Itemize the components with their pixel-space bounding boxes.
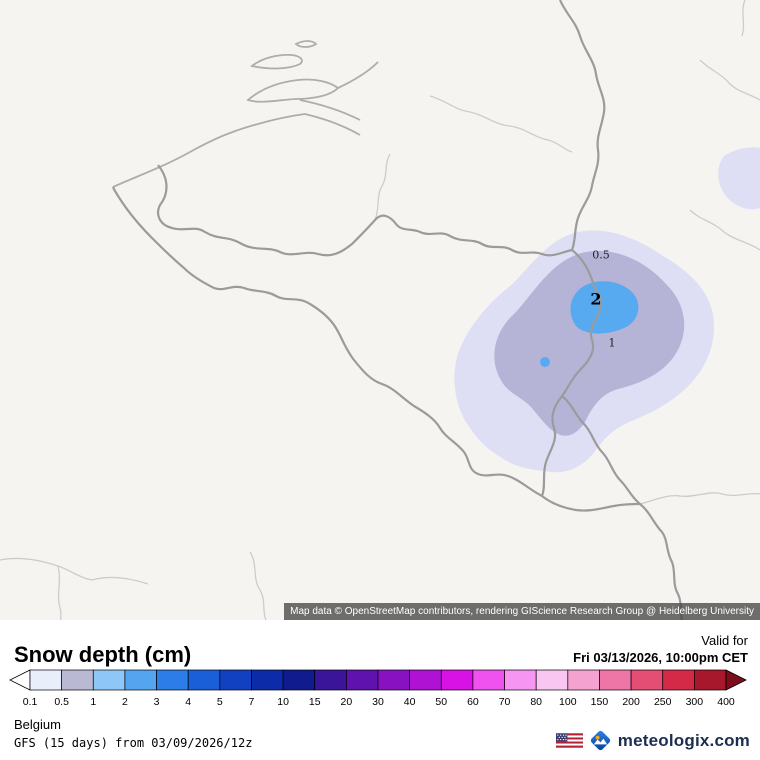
colorbar-segment <box>694 669 727 691</box>
snow-area-blue <box>570 281 639 334</box>
colorbar-segment <box>187 669 221 691</box>
map-attribution: Map data © OpenStreetMap contributors, r… <box>284 603 760 620</box>
colorbar-tick-label: 5 <box>217 696 223 708</box>
colorbar-arrow-left <box>9 669 31 691</box>
colorbar-segment <box>282 669 316 691</box>
model-run-label: GFS (15 days) from 03/09/2026/12z <box>14 736 253 750</box>
legend-panel: Snow depth (cm) Valid for Fri 03/13/2026… <box>0 620 760 760</box>
colorbar-tick-label: 400 <box>717 696 735 708</box>
colorbar-tick-label: 60 <box>467 696 479 708</box>
colorbar-segment <box>409 669 442 691</box>
region-borders <box>0 0 760 620</box>
contour-value-label: 2 <box>590 289 602 309</box>
colorbar-tick-label: 80 <box>530 696 542 708</box>
contour-value-label: 0.5 <box>592 248 610 262</box>
valid-for-label: Valid for <box>701 633 748 648</box>
colorbar-tick-label: 40 <box>404 696 416 708</box>
snow-spot-small <box>540 357 550 367</box>
colorbar-tick-label: 200 <box>622 696 640 708</box>
page-title: Snow depth (cm) <box>14 642 192 667</box>
colorbar-segment <box>61 669 94 691</box>
colorbar-segment <box>599 669 632 691</box>
snow-area-mid <box>494 250 685 436</box>
brand-name[interactable]: meteologix.com <box>617 730 750 750</box>
colorbar-tick-label: 70 <box>499 696 511 708</box>
colorbar-segment <box>630 669 664 691</box>
colorbar-tick-label: 3 <box>154 696 160 708</box>
coastline <box>112 40 379 188</box>
snow-area-top-right <box>718 147 760 210</box>
us-flag-icon <box>555 733 583 748</box>
contour-value-label: 1 <box>608 336 616 350</box>
colorbar: 0.1 0.5 1 2 3 4 5 7 10 15 20 30 40 50 60 70 80 100 150 200 2… <box>9 669 747 708</box>
colorbar-segment <box>535 669 569 691</box>
brand-block[interactable]: meteologix.com <box>555 729 750 752</box>
colorbar-tick-label: 20 <box>341 696 353 708</box>
colorbar-tick-label: 0.5 <box>54 696 69 708</box>
colorbar-tick-label: 250 <box>654 696 672 708</box>
colorbar-tick-label: 50 <box>435 696 447 708</box>
colorbar-segment <box>567 669 600 691</box>
colorbar-segment <box>156 669 189 691</box>
colorbar-segment <box>662 669 695 691</box>
colorbar-segment <box>377 669 410 691</box>
map-canvas: 0.5 2 1 Map data © OpenStreetMap contribut… <box>0 0 760 620</box>
colorbar-tick-label: 15 <box>309 696 321 708</box>
region-label: Belgium <box>14 717 61 732</box>
valid-time: Fri 03/13/2026, 10:00pm CET <box>573 650 748 665</box>
colorbar-segment <box>346 669 379 691</box>
colorbar-tick-label: 1 <box>90 696 96 708</box>
colorbar-segment <box>29 669 62 691</box>
colorbar-tick-label: 150 <box>591 696 609 708</box>
colorbar-tick-label: 300 <box>686 696 704 708</box>
colorbar-arrow-right <box>725 669 747 691</box>
colorbar-segment <box>504 669 537 691</box>
map-svg <box>0 0 760 620</box>
colorbar-segment <box>92 669 126 691</box>
colorbar-segment <box>124 669 157 691</box>
meteologix-logo-icon <box>590 730 610 751</box>
colorbar-tick-label: 0.1 <box>23 696 38 708</box>
colorbar-tick-label: 100 <box>559 696 577 708</box>
colorbar-segment <box>440 669 474 691</box>
colorbar-tick-label: 7 <box>249 696 255 708</box>
country-borders <box>111 0 684 620</box>
colorbar-tick-label: 2 <box>122 696 128 708</box>
colorbar-segment <box>251 669 284 691</box>
valid-time-block: Valid for Fri 03/13/2026, 10:00pm CET <box>573 632 748 666</box>
colorbar-segment <box>219 669 252 691</box>
colorbar-segment <box>472 669 505 691</box>
colorbar-segment <box>314 669 347 691</box>
colorbar-tick-label: 4 <box>185 696 191 708</box>
colorbar-tick-label: 30 <box>372 696 384 708</box>
colorbar-tick-label: 10 <box>277 696 289 708</box>
